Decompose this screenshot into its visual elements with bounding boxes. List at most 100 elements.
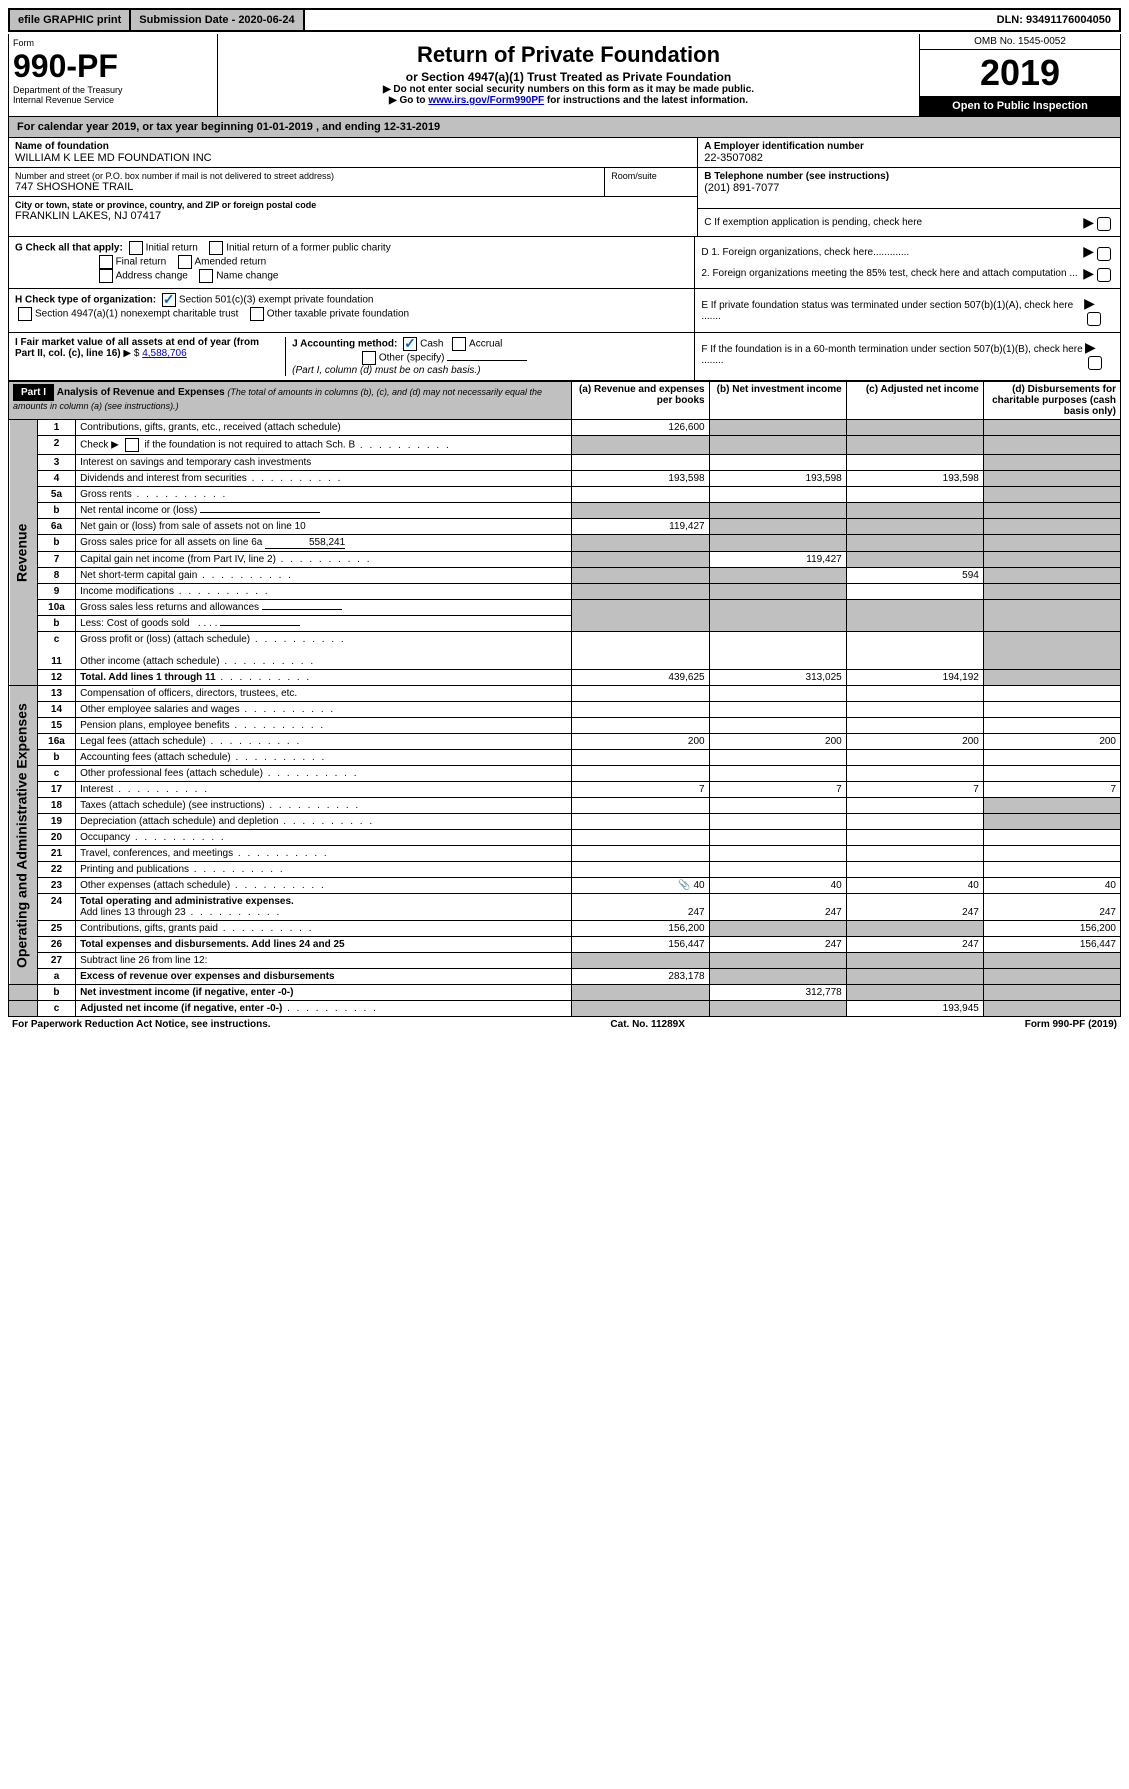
row-27c: cAdjusted net income (if negative, enter… — [9, 1001, 1121, 1017]
ein-row: A Employer identification number 22-3507… — [698, 138, 1120, 168]
row-14: 14Other employee salaries and wages — [9, 702, 1121, 718]
row-2: 2 Check ▶ if the foundation is not requi… — [9, 436, 1121, 455]
footer-center: Cat. No. 11289X — [610, 1019, 684, 1030]
check-section-2: H Check type of organization: Section 50… — [8, 289, 1121, 333]
form-number: 990-PF — [13, 48, 213, 85]
arrow-icon: ▶ — [1084, 295, 1095, 311]
section-g: G Check all that apply: Initial return I… — [9, 237, 695, 288]
row-26: 26Total expenses and disbursements. Add … — [9, 937, 1121, 953]
arrow-icon: ▶ — [1085, 339, 1096, 355]
col-d-header: (d) Disbursements for charitable purpose… — [983, 382, 1120, 420]
row-16a: 16aLegal fees (attach schedule) 200 200 … — [9, 734, 1121, 750]
instruction-1: ▶ Do not enter social security numbers o… — [224, 84, 913, 95]
part1-table: Part I Analysis of Revenue and Expenses … — [8, 381, 1121, 1017]
page-footer: For Paperwork Reduction Act Notice, see … — [8, 1017, 1121, 1032]
open-public: Open to Public Inspection — [920, 96, 1120, 116]
checkbox-d2[interactable] — [1097, 268, 1111, 282]
row-7: 7Capital gain net income (from Part IV, … — [9, 552, 1121, 568]
row-6a: 6aNet gain or (loss) from sale of assets… — [9, 519, 1121, 535]
section-d: D 1. Foreign organizations, check here..… — [695, 237, 1120, 288]
col-a-header: (a) Revenue and expenses per books — [572, 382, 709, 420]
checkbox-initial-former[interactable] — [209, 241, 223, 255]
checkbox-other-taxable[interactable] — [250, 307, 264, 321]
row-17: 17Interest 7 7 7 7 — [9, 782, 1121, 798]
checkbox-d1[interactable] — [1097, 247, 1111, 261]
expenses-section-label: Operating and Administrative Expenses — [9, 686, 38, 985]
row-27a: aExcess of revenue over expenses and dis… — [9, 969, 1121, 985]
calendar-year-row: For calendar year 2019, or tax year begi… — [8, 117, 1121, 138]
row-24: 24Total operating and administrative exp… — [9, 894, 1121, 921]
col-b-header: (b) Net investment income — [709, 382, 846, 420]
checkbox-sch-b[interactable] — [125, 438, 139, 452]
row-16c: cOther professional fees (attach schedul… — [9, 766, 1121, 782]
row-16b: bAccounting fees (attach schedule) — [9, 750, 1121, 766]
form-prefix: Form — [13, 38, 213, 48]
header-center: Return of Private Foundation or Section … — [218, 34, 919, 116]
foundation-name-row: Name of foundation WILLIAM K LEE MD FOUN… — [9, 138, 697, 168]
row-27b: bNet investment income (if negative, ent… — [9, 985, 1121, 1001]
row-8: 8Net short-term capital gain 594 — [9, 568, 1121, 584]
instruction-2: ▶ Go to www.irs.gov/Form990PF for instru… — [224, 95, 913, 106]
row-9: 9Income modifications — [9, 584, 1121, 600]
dept-treasury: Department of the Treasury — [13, 85, 213, 95]
row-1: Revenue 1 Contributions, gifts, grants, … — [9, 420, 1121, 436]
efile-print-button[interactable]: efile GRAPHIC print — [10, 10, 131, 30]
check-section-1: G Check all that apply: Initial return I… — [8, 237, 1121, 289]
tax-year: 2019 — [920, 50, 1120, 96]
section-f: F If the foundation is in a 60-month ter… — [695, 333, 1120, 380]
row-4: 4Dividends and interest from securities … — [9, 471, 1121, 487]
checkbox-501c3[interactable] — [162, 293, 176, 307]
checkbox-f[interactable] — [1088, 356, 1102, 370]
checkbox-name-change[interactable] — [199, 269, 213, 283]
form-title: Return of Private Foundation — [224, 42, 913, 68]
row-13: Operating and Administrative Expenses 13… — [9, 686, 1121, 702]
row-5b: bNet rental income or (loss) — [9, 503, 1121, 519]
info-right: A Employer identification number 22-3507… — [698, 138, 1120, 236]
row-18: 18Taxes (attach schedule) (see instructi… — [9, 798, 1121, 814]
row-6b: bGross sales price for all assets on lin… — [9, 535, 1121, 552]
row-21: 21Travel, conferences, and meetings — [9, 846, 1121, 862]
col-c-header: (c) Adjusted net income — [846, 382, 983, 420]
row-25: 25Contributions, gifts, grants paid 156,… — [9, 921, 1121, 937]
info-section: Name of foundation WILLIAM K LEE MD FOUN… — [8, 138, 1121, 237]
telephone-row: B Telephone number (see instructions) (2… — [698, 168, 1120, 209]
address-row: Number and street (or P.O. box number if… — [9, 168, 697, 197]
dln-number: DLN: 93491176004050 — [989, 10, 1119, 30]
row-10c-11: c11 Gross profit or (loss) (attach sched… — [9, 632, 1121, 670]
checkbox-address-change[interactable] — [99, 269, 113, 283]
row-3: 3Interest on savings and temporary cash … — [9, 455, 1121, 471]
row-27: 27Subtract line 26 from line 12: — [9, 953, 1121, 969]
checkbox-final-return[interactable] — [99, 255, 113, 269]
fmv-value[interactable]: 4,588,706 — [142, 348, 187, 359]
checkbox-accrual[interactable] — [452, 337, 466, 351]
section-e: E If private foundation status was termi… — [695, 289, 1120, 332]
omb-number: OMB No. 1545-0052 — [920, 34, 1120, 50]
checkbox-4947[interactable] — [18, 307, 32, 321]
irs-link[interactable]: www.irs.gov/Form990PF — [428, 95, 544, 106]
checkbox-e[interactable] — [1087, 312, 1101, 326]
row-22: 22Printing and publications — [9, 862, 1121, 878]
revenue-section-label: Revenue — [9, 420, 38, 686]
form-header: Form 990-PF Department of the Treasury I… — [8, 34, 1121, 117]
arrow-icon: ▶ — [1083, 214, 1094, 230]
attach-icon[interactable]: 📎 — [678, 880, 690, 891]
part1-label: Part I — [13, 384, 54, 401]
checkbox-other-method[interactable] — [362, 351, 376, 365]
checkbox-amended[interactable] — [178, 255, 192, 269]
arrow-icon: ▶ — [1083, 265, 1094, 281]
header-right: OMB No. 1545-0052 2019 Open to Public In… — [919, 34, 1120, 116]
form-subtitle: or Section 4947(a)(1) Trust Treated as P… — [224, 70, 913, 84]
part1-title: Analysis of Revenue and Expenses — [57, 387, 225, 398]
irs-label: Internal Revenue Service — [13, 95, 213, 105]
checkbox-initial-return[interactable] — [129, 241, 143, 255]
arrow-icon: ▶ — [1083, 243, 1094, 259]
checkbox-cash[interactable] — [403, 337, 417, 351]
city-row: City or town, state or province, country… — [9, 197, 697, 225]
checkbox-c[interactable] — [1097, 217, 1111, 231]
row-12: 12Total. Add lines 1 through 11 439,625 … — [9, 670, 1121, 686]
row-20: 20Occupancy — [9, 830, 1121, 846]
footer-left: For Paperwork Reduction Act Notice, see … — [12, 1019, 271, 1030]
exemption-row: C If exemption application is pending, c… — [698, 209, 1120, 236]
section-h: H Check type of organization: Section 50… — [9, 289, 695, 332]
header-left: Form 990-PF Department of the Treasury I… — [9, 34, 218, 116]
